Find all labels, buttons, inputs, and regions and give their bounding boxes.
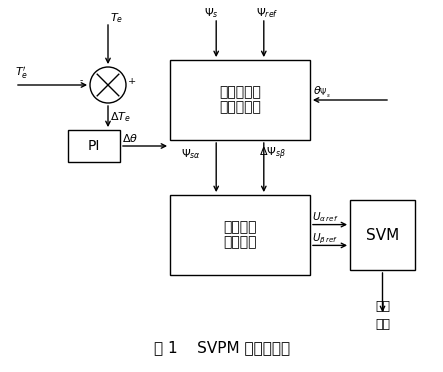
Text: PI: PI bbox=[88, 139, 100, 153]
Text: $T_e'$: $T_e'$ bbox=[15, 65, 28, 81]
Text: 磁链补偿値: 磁链补偿値 bbox=[219, 86, 261, 99]
Text: 图 1    SVPM 模块原理图: 图 1 SVPM 模块原理图 bbox=[154, 340, 290, 356]
Text: -: - bbox=[80, 77, 83, 86]
Text: $U_{\alpha\,ref}$: $U_{\alpha\,ref}$ bbox=[312, 211, 338, 224]
Text: $\Psi_{s\alpha}$: $\Psi_{s\alpha}$ bbox=[181, 147, 201, 161]
Text: $\Psi_s$: $\Psi_s$ bbox=[204, 6, 219, 20]
Text: $\theta_{\Psi_s}$: $\theta_{\Psi_s}$ bbox=[313, 84, 330, 100]
Text: $U_{\beta\,ref}$: $U_{\beta\,ref}$ bbox=[312, 231, 338, 246]
Text: +: + bbox=[128, 77, 136, 86]
Text: $\Delta\theta$: $\Delta\theta$ bbox=[122, 132, 138, 144]
Text: 电压空间: 电压空间 bbox=[223, 221, 257, 234]
Bar bbox=[170, 195, 310, 275]
Bar bbox=[170, 60, 310, 140]
Text: $T_e$: $T_e$ bbox=[110, 11, 123, 25]
Text: $\Delta\Psi_{s\beta}$: $\Delta\Psi_{s\beta}$ bbox=[259, 146, 286, 162]
Text: 驱动: 驱动 bbox=[375, 300, 390, 313]
Text: SVM: SVM bbox=[366, 228, 399, 243]
Text: 分量的计算: 分量的计算 bbox=[219, 100, 261, 115]
Text: $\Delta T_e$: $\Delta T_e$ bbox=[110, 110, 131, 124]
Bar bbox=[68, 130, 120, 162]
Text: $\Psi_{ref}$: $\Psi_{ref}$ bbox=[256, 6, 278, 20]
Text: 矢量计算: 矢量计算 bbox=[223, 235, 257, 250]
Bar bbox=[350, 200, 415, 270]
Text: 信号: 信号 bbox=[375, 318, 390, 331]
